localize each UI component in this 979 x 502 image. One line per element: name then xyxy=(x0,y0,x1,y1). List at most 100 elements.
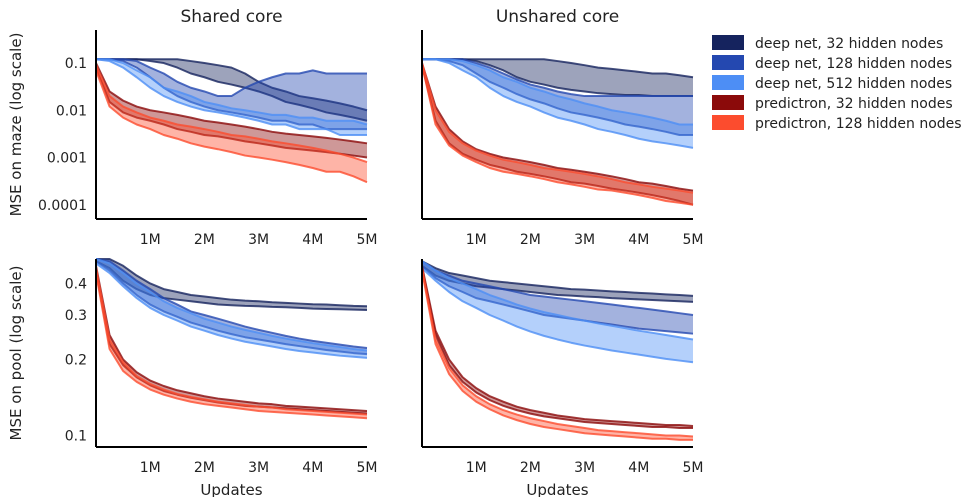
x-tick-label: 3M xyxy=(574,232,595,248)
legend-item-predictron-128-hidden-nodes: predictron, 128 hidden nodes xyxy=(712,115,962,132)
lower-line-deep-net-128-hidden-nodes xyxy=(422,58,693,136)
series-deep-net-128-hidden-nodes xyxy=(422,58,693,136)
upper-line-deep-net-512-hidden-nodes xyxy=(96,58,368,126)
series-predictron-128-hidden-nodes xyxy=(421,267,694,441)
lower-line-deep-net-32-hidden-nodes xyxy=(96,58,368,122)
series-predictron-32-hidden-nodes xyxy=(421,62,694,206)
x-tick-label: 1M xyxy=(466,232,487,248)
panel-shared-core-pool: 1M 2M 3M 4M 5M 0.4 0.3 0.2 0.1 Updates MSE on pool… xyxy=(7,258,378,499)
x-tick-label: 2M xyxy=(194,460,215,476)
series-predictron-32-hidden-nodes xyxy=(95,62,368,159)
x-tick-label: 2M xyxy=(520,460,541,476)
panel-title: Unshared core xyxy=(496,7,619,27)
x-tick-label: 5M xyxy=(683,232,704,248)
band-deep-net-128-hidden-nodes xyxy=(422,59,693,135)
upper-line-predictron-128-hidden-nodes xyxy=(421,62,694,194)
y-tick-label: 0.2 xyxy=(65,352,87,368)
y-axis-title: MSE on pool (log scale) xyxy=(7,266,25,441)
upper-line-deep-net-32-hidden-nodes xyxy=(96,258,368,308)
legend-swatch xyxy=(712,75,744,90)
legend-label: deep net, 128 hidden nodes xyxy=(755,56,952,72)
band-deep-net-32-hidden-nodes xyxy=(422,261,693,302)
upper-line-predictron-32-hidden-nodes xyxy=(95,62,368,145)
x-tick-label: 4M xyxy=(628,460,649,476)
band-predictron-128-hidden-nodes xyxy=(422,63,693,205)
y-tick-label: 0.0001 xyxy=(38,198,87,214)
lower-line-deep-net-512-hidden-nodes xyxy=(95,262,368,359)
lower-line-deep-net-512-hidden-nodes xyxy=(421,267,694,364)
legend-item-deep-net-128-hidden-nodes: deep net, 128 hidden nodes xyxy=(712,55,952,72)
upper-line-deep-net-512-hidden-nodes xyxy=(95,258,368,352)
x-tick-label: 2M xyxy=(520,232,541,248)
legend-label: predictron, 32 hidden nodes xyxy=(755,96,953,112)
lower-line-deep-net-512-hidden-nodes xyxy=(95,58,367,136)
lower-line-predictron-32-hidden-nodes xyxy=(421,64,694,206)
legend-item-predictron-32-hidden-nodes: predictron, 32 hidden nodes xyxy=(712,95,953,112)
x-axis-title: Updates xyxy=(526,481,588,497)
panel-unshared-core-maze: 1M 2M 3M 4M 5M Unshared core xyxy=(421,7,704,248)
series-deep-net-128-hidden-nodes xyxy=(95,258,368,356)
upper-line-predictron-32-hidden-nodes xyxy=(421,265,694,427)
x-axis-title: Updates xyxy=(200,481,262,497)
band-predictron-32-hidden-nodes xyxy=(422,63,693,205)
upper-line-deep-net-512-hidden-nodes xyxy=(422,58,693,126)
legend-swatch xyxy=(712,115,744,130)
upper-line-predictron-128-hidden-nodes xyxy=(95,64,368,164)
band-deep-net-128-hidden-nodes xyxy=(422,261,693,334)
upper-line-predictron-32-hidden-nodes xyxy=(421,62,694,192)
lower-line-predictron-128-hidden-nodes xyxy=(95,69,368,184)
legend: deep net, 32 hidden nodes deep net, 128 h… xyxy=(712,35,962,132)
lower-line-deep-net-128-hidden-nodes xyxy=(96,58,367,131)
lower-line-predictron-128-hidden-nodes xyxy=(95,272,368,420)
band-predictron-128-hidden-nodes xyxy=(96,65,367,183)
panel-unshared-core-pool: 1M 2M 3M 4M 5M Updates xyxy=(421,259,704,499)
series-predictron-128-hidden-nodes xyxy=(95,64,368,184)
upper-line-deep-net-128-hidden-nodes xyxy=(421,260,694,316)
lower-line-deep-net-512-hidden-nodes xyxy=(422,58,694,149)
upper-line-predictron-128-hidden-nodes xyxy=(421,267,694,438)
y-tick-label: 0.01 xyxy=(56,103,87,119)
legend-item-deep-net-512-hidden-nodes: deep net, 512 hidden nodes xyxy=(712,75,952,92)
x-tick-label: 2M xyxy=(194,232,215,248)
upper-line-deep-net-128-hidden-nodes xyxy=(95,258,368,350)
upper-line-predictron-128-hidden-nodes xyxy=(95,267,368,416)
legend-label: predictron, 128 hidden nodes xyxy=(755,116,962,132)
series-deep-net-128-hidden-nodes xyxy=(421,260,694,335)
series-predictron-128-hidden-nodes xyxy=(95,267,368,420)
band-deep-net-512-hidden-nodes xyxy=(422,261,693,363)
x-tick-label: 3M xyxy=(248,460,269,476)
x-tick-label: 1M xyxy=(140,232,161,248)
panel-shared-core-maze: 1M 2M 3M 4M 5M 0.1 0.01 0.001 0.0001 Shared core M… xyxy=(7,7,378,248)
legend-item-deep-net-32-hidden-nodes: deep net, 32 hidden nodes xyxy=(712,35,943,52)
y-tick-label: 0.3 xyxy=(65,308,87,324)
lower-line-predictron-32-hidden-nodes xyxy=(421,267,693,430)
x-tick-label: 1M xyxy=(140,460,161,476)
series-deep-net-32-hidden-nodes xyxy=(96,58,368,122)
x-tick-label: 4M xyxy=(628,232,649,248)
series-deep-net-512-hidden-nodes xyxy=(95,258,368,359)
x-tick-label: 5M xyxy=(357,232,378,248)
y-tick-label: 0.4 xyxy=(65,276,87,292)
x-tick-label: 3M xyxy=(248,232,269,248)
band-deep-net-128-hidden-nodes xyxy=(96,59,367,130)
lower-line-deep-net-128-hidden-nodes xyxy=(421,265,694,335)
panel-title: Shared core xyxy=(180,7,282,27)
series-deep-net-512-hidden-nodes xyxy=(95,58,368,136)
y-axis-title: MSE on maze (log scale) xyxy=(7,33,25,217)
upper-line-predictron-32-hidden-nodes xyxy=(95,265,368,412)
legend-label: deep net, 32 hidden nodes xyxy=(755,36,943,52)
legend-label: deep net, 512 hidden nodes xyxy=(755,76,952,92)
series-predictron-32-hidden-nodes xyxy=(421,265,694,430)
series-predictron-128-hidden-nodes xyxy=(421,62,694,206)
y-tick-label: 0.1 xyxy=(65,56,87,72)
legend-swatch xyxy=(712,55,744,70)
series-deep-net-512-hidden-nodes xyxy=(422,58,694,149)
legend-swatch xyxy=(712,35,744,50)
lower-line-deep-net-32-hidden-nodes xyxy=(95,260,368,312)
lower-line-predictron-128-hidden-nodes xyxy=(421,64,694,206)
lower-line-deep-net-128-hidden-nodes xyxy=(95,260,368,356)
lower-line-predictron-32-hidden-nodes xyxy=(95,67,368,159)
x-tick-label: 4M xyxy=(302,460,323,476)
x-tick-label: 5M xyxy=(683,460,704,476)
